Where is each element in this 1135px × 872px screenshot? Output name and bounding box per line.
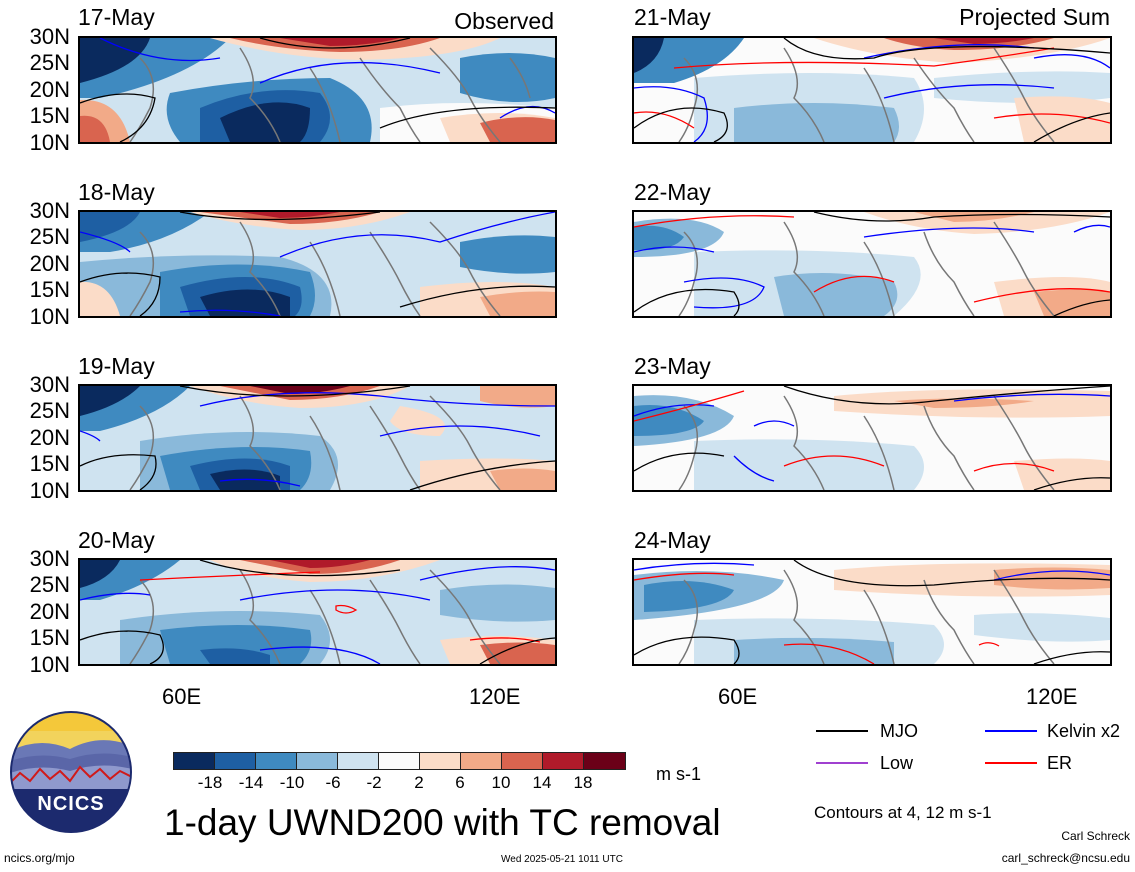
mjo-legend-label: MJO [880, 721, 918, 741]
colorbar-tick: -2 [366, 773, 382, 792]
kelvin-legend-label: Kelvin x2 [1047, 721, 1121, 741]
lat-label: 30N [29, 198, 70, 223]
lat-label: 25N [29, 50, 70, 75]
colorbar-tick: -10 [279, 773, 305, 792]
map-panel-observed-4 [78, 558, 557, 666]
colorbar-tick: -18 [197, 773, 223, 792]
date-label: 19-May [78, 353, 155, 379]
ncics-logo-text: NCICS [37, 793, 105, 815]
date-label: 21-May [634, 4, 711, 30]
lat-label: 15N [29, 103, 70, 128]
colorbar-tick: 10 [491, 773, 511, 792]
lat-label: 10N [29, 652, 70, 677]
map-panel-observed-2 [78, 210, 557, 318]
low-legend-line [816, 762, 868, 764]
colorbar-swatch [378, 752, 420, 770]
lon-label: 120E [469, 684, 521, 709]
ncics-logo: NCICS [10, 711, 132, 833]
lon-label: 60E [718, 684, 758, 709]
map-panel-observed-1 [78, 36, 557, 144]
observed-heading: Observed [454, 8, 554, 34]
date-label: 23-May [634, 353, 711, 379]
colorbar-swatch [419, 752, 461, 770]
lat-label: 15N [29, 625, 70, 650]
lat-label: 30N [29, 546, 70, 571]
date-label: 24-May [634, 527, 711, 553]
projected-sum-heading: Projected Sum [959, 4, 1110, 30]
footer-timestamp: Wed 2025-05-21 1011 UTC [501, 854, 623, 865]
colorbar-swatch [214, 752, 256, 770]
footer-author: Carl Schreck [1061, 829, 1130, 843]
colorbar-tick: -6 [325, 773, 341, 792]
colorbar [173, 752, 626, 770]
lat-label: 10N [29, 478, 70, 503]
er-legend-line [985, 762, 1037, 764]
colorbar-tick: 6 [455, 773, 465, 792]
colorbar-tick: 2 [414, 773, 424, 792]
footer-url: ncics.org/mjo [4, 851, 75, 865]
colorbar-ticks: -18 -14 -10 -6 -2 2 6 10 14 18 [173, 774, 626, 794]
colorbar-tick: -14 [238, 773, 264, 792]
lat-label: 20N [29, 425, 70, 450]
lat-label: 10N [29, 304, 70, 329]
colorbar-swatch [583, 752, 626, 770]
lat-label: 30N [29, 372, 70, 397]
date-label: 20-May [78, 527, 155, 553]
lon-label: 120E [1026, 684, 1078, 709]
map-panel-projected-4 [632, 558, 1112, 666]
kelvin-legend-line [985, 730, 1037, 732]
colorbar-tick: 18 [573, 773, 593, 792]
colorbar-swatch [460, 752, 502, 770]
map-panel-projected-3 [632, 384, 1112, 492]
er-legend-label: ER [1047, 753, 1073, 773]
mjo-legend-line [816, 730, 868, 732]
lat-label: 20N [29, 251, 70, 276]
lat-label: 25N [29, 224, 70, 249]
colorbar-swatch [542, 752, 584, 770]
lat-label: 30N [29, 24, 70, 49]
lon-label: 60E [162, 684, 202, 709]
lat-label: 15N [29, 451, 70, 476]
colorbar-swatch [501, 752, 543, 770]
lat-label: 15N [29, 277, 70, 302]
date-label: 22-May [634, 179, 711, 205]
colorbar-swatch [255, 752, 297, 770]
lat-label: 20N [29, 599, 70, 624]
low-legend-label: Low [880, 753, 914, 773]
map-panel-projected-2 [632, 210, 1112, 318]
date-label: 17-May [78, 4, 155, 30]
lat-label: 25N [29, 572, 70, 597]
colorbar-swatch [296, 752, 338, 770]
lat-label: 25N [29, 398, 70, 423]
contour-note: Contours at 4, 12 m s-1 [814, 803, 992, 822]
colorbar-swatch [337, 752, 379, 770]
lat-label: 10N [29, 130, 70, 155]
figure-title: 1-day UWND200 with TC removal [164, 802, 721, 843]
footer-email: carl_schreck@ncsu.edu [1001, 851, 1130, 865]
map-panel-observed-3 [78, 384, 557, 492]
colorbar-tick: 14 [532, 773, 552, 792]
colorbar-swatch [173, 752, 215, 770]
lat-label: 20N [29, 77, 70, 102]
date-label: 18-May [78, 179, 155, 205]
map-panel-projected-1 [632, 36, 1112, 144]
colorbar-units: m s-1 [656, 764, 701, 784]
